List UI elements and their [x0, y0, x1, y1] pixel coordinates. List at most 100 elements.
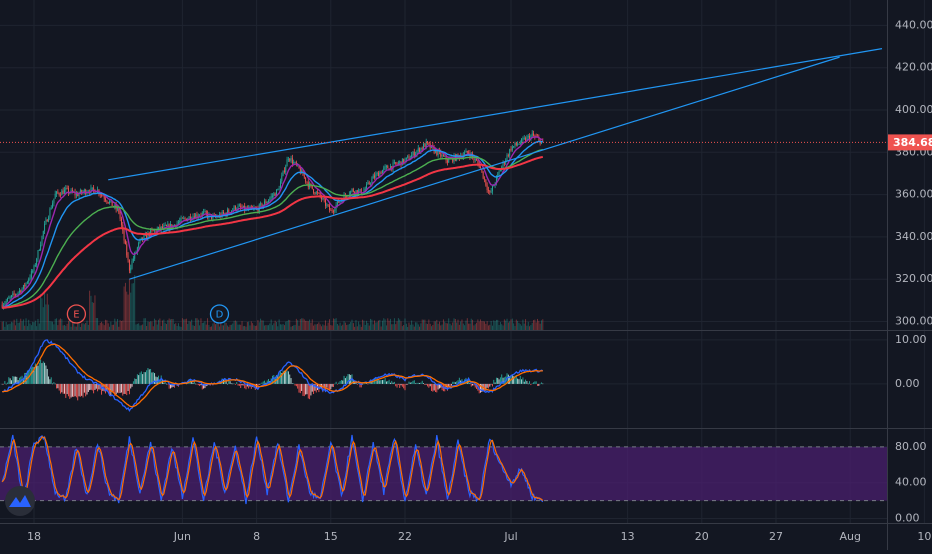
candle[interactable]: [110, 200, 112, 202]
candle[interactable]: [399, 161, 401, 163]
candle[interactable]: [21, 288, 23, 293]
event-marker[interactable]: [209, 304, 230, 324]
candle[interactable]: [155, 230, 157, 233]
candle[interactable]: [188, 216, 190, 219]
candle[interactable]: [522, 138, 524, 140]
candle[interactable]: [525, 138, 527, 141]
candle[interactable]: [101, 194, 103, 196]
candle[interactable]: [354, 191, 356, 195]
candle[interactable]: [495, 176, 497, 184]
candle[interactable]: [502, 162, 504, 167]
candle[interactable]: [261, 203, 263, 208]
candle[interactable]: [226, 209, 228, 216]
candle[interactable]: [473, 156, 475, 160]
candle[interactable]: [93, 187, 95, 190]
candle[interactable]: [444, 156, 446, 158]
candle[interactable]: [484, 178, 485, 180]
candle[interactable]: [234, 205, 236, 210]
candle[interactable]: [440, 151, 442, 157]
candle[interactable]: [28, 279, 30, 282]
candle[interactable]: [452, 157, 454, 162]
candle[interactable]: [179, 220, 181, 223]
candle[interactable]: [204, 211, 206, 212]
candle[interactable]: [285, 166, 287, 173]
candle[interactable]: [506, 154, 508, 161]
candle[interactable]: [464, 152, 466, 156]
candle[interactable]: [109, 201, 110, 204]
candle[interactable]: [124, 240, 126, 245]
candle[interactable]: [526, 137, 528, 141]
candle[interactable]: [490, 191, 492, 193]
candle[interactable]: [325, 199, 326, 206]
candle[interactable]: [233, 205, 235, 210]
tradingview-logo-icon[interactable]: [5, 486, 35, 516]
candle[interactable]: [154, 230, 156, 232]
candle[interactable]: [40, 244, 42, 251]
candle[interactable]: [305, 177, 307, 182]
event-marker[interactable]: [66, 304, 87, 324]
candle[interactable]: [291, 157, 293, 164]
candle[interactable]: [177, 222, 179, 224]
logo-badge[interactable]: [5, 486, 35, 516]
candle[interactable]: [518, 144, 520, 145]
candle[interactable]: [515, 143, 517, 145]
candle[interactable]: [375, 174, 377, 178]
candle[interactable]: [34, 264, 36, 266]
candle[interactable]: [480, 167, 481, 169]
candle[interactable]: [412, 151, 414, 156]
candle[interactable]: [517, 144, 519, 146]
candle[interactable]: [477, 160, 479, 164]
candle[interactable]: [130, 267, 132, 271]
candle[interactable]: [282, 170, 284, 176]
candle[interactable]: [62, 190, 64, 194]
candle[interactable]: [424, 143, 426, 147]
candle[interactable]: [323, 198, 325, 200]
candle[interactable]: [331, 210, 333, 212]
candle[interactable]: [44, 223, 46, 232]
candle[interactable]: [336, 200, 338, 205]
candle[interactable]: [359, 189, 361, 191]
candle[interactable]: [442, 155, 444, 157]
candle[interactable]: [279, 181, 281, 189]
candle[interactable]: [421, 147, 423, 149]
candle[interactable]: [203, 211, 205, 213]
candle[interactable]: [393, 162, 395, 163]
candle[interactable]: [119, 212, 121, 219]
candle[interactable]: [306, 181, 308, 183]
candle[interactable]: [295, 162, 297, 165]
candle[interactable]: [389, 166, 391, 170]
candle[interactable]: [541, 140, 542, 144]
candle[interactable]: [45, 219, 47, 224]
candle[interactable]: [192, 216, 194, 220]
candle[interactable]: [530, 135, 532, 140]
candle[interactable]: [150, 229, 152, 237]
candle[interactable]: [503, 162, 505, 164]
candle[interactable]: [392, 162, 394, 170]
candle[interactable]: [465, 150, 467, 153]
candle[interactable]: [8, 298, 10, 299]
candle[interactable]: [105, 198, 107, 201]
candle[interactable]: [79, 190, 81, 194]
candle[interactable]: [382, 170, 383, 174]
candle[interactable]: [411, 155, 413, 158]
candle[interactable]: [25, 282, 27, 287]
candle[interactable]: [321, 196, 322, 200]
candle[interactable]: [327, 204, 329, 206]
candle[interactable]: [413, 151, 415, 157]
candle[interactable]: [128, 260, 130, 271]
candle[interactable]: [527, 135, 529, 138]
candle[interactable]: [64, 189, 65, 194]
candle[interactable]: [350, 191, 352, 195]
candle[interactable]: [317, 191, 319, 193]
candle[interactable]: [315, 191, 317, 194]
candle[interactable]: [143, 235, 145, 240]
candle[interactable]: [313, 189, 315, 193]
candle[interactable]: [380, 172, 382, 174]
candle[interactable]: [118, 208, 120, 213]
candle[interactable]: [457, 154, 459, 156]
candle[interactable]: [329, 205, 330, 211]
candle[interactable]: [75, 193, 77, 196]
candle[interactable]: [489, 190, 491, 193]
candle[interactable]: [474, 158, 476, 160]
candle[interactable]: [139, 238, 141, 243]
